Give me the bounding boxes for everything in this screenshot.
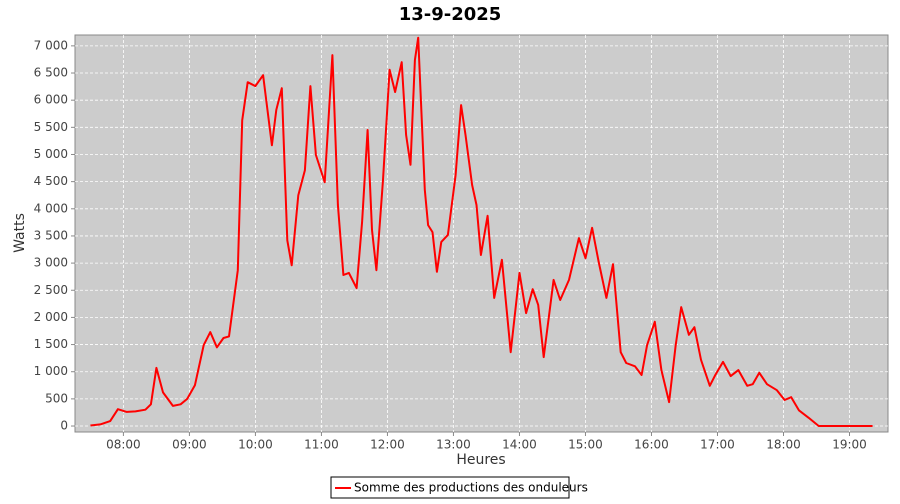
y-tick-label: 2 500 [34, 283, 68, 297]
x-axis-label: Heures [456, 452, 505, 468]
legend-label: Somme des productions des onduleurs [354, 481, 588, 495]
y-axis-label: Watts [12, 213, 28, 253]
y-tick-label: 5 000 [34, 147, 68, 161]
y-tick-label: 6 500 [34, 66, 68, 80]
y-tick-label: 0 [60, 419, 68, 433]
y-tick-label: 6 000 [34, 93, 68, 107]
y-tick-label: 4 500 [34, 174, 68, 188]
chart-title: 13-9-2025 [399, 4, 502, 25]
data-line [90, 36, 873, 427]
legend [330, 476, 570, 499]
y-tick-label: 5 500 [34, 120, 68, 134]
y-tick-label: 3 500 [34, 228, 68, 242]
x-tick-label: 18:00 [766, 438, 801, 452]
y-tick-label: 2 000 [34, 310, 68, 324]
x-tick-label: 16:00 [634, 438, 669, 452]
x-tick-label: 10:00 [238, 438, 273, 452]
x-tick-label: 19:00 [832, 438, 867, 452]
x-tick-label: 09:00 [172, 438, 207, 452]
y-tick-label: 1 500 [34, 337, 68, 351]
y-tick-label: 4 000 [34, 201, 68, 215]
x-tick-label: 12:00 [370, 438, 405, 452]
y-tick-label: 500 [45, 391, 68, 405]
plot-area [74, 34, 889, 433]
x-tick-label: 14:00 [502, 438, 537, 452]
y-tick-label: 7 000 [34, 38, 68, 52]
y-tick-label: 1 000 [34, 364, 68, 378]
y-tick-label: 3 000 [34, 256, 68, 270]
x-tick-label: 15:00 [568, 438, 603, 452]
x-tick-label: 11:00 [304, 438, 339, 452]
x-tick-label: 08:00 [106, 438, 141, 452]
x-tick-label: 13:00 [436, 438, 471, 452]
x-tick-label: 17:00 [700, 438, 735, 452]
